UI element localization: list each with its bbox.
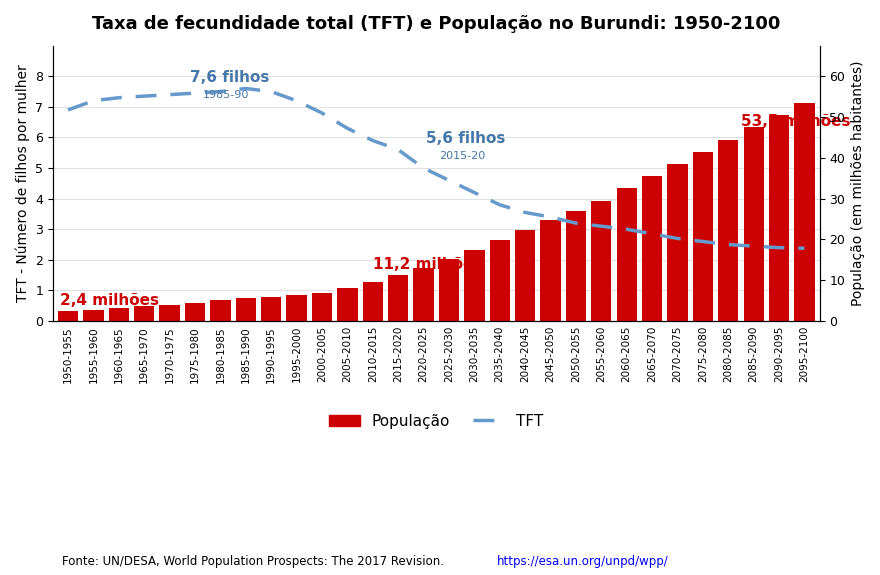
Bar (84, 310, 104, 321)
Text: https://esa.un.org/unpd/wpp/: https://esa.un.org/unpd/wpp/ (497, 555, 669, 568)
Bar (489, 240, 510, 321)
Bar (464, 250, 485, 321)
Text: 1985-90: 1985-90 (202, 90, 249, 100)
Bar (744, 127, 764, 321)
Bar (515, 230, 535, 321)
Title: Taxa de fecundidade total (TFT) e População no Burundi: 1950-2100: Taxa de fecundidade total (TFT) e Popula… (92, 15, 781, 33)
Text: 5,6 filhos: 5,6 filhos (426, 131, 505, 146)
Bar (718, 140, 738, 321)
Bar (134, 306, 154, 321)
Y-axis label: População (em milhões habitantes): População (em milhões habitantes) (851, 60, 865, 306)
Bar (286, 296, 307, 321)
Text: 2015-20: 2015-20 (439, 151, 485, 161)
Bar (185, 302, 205, 321)
Bar (667, 164, 687, 321)
Bar (58, 311, 78, 321)
Bar (769, 115, 789, 321)
Bar (591, 201, 612, 321)
Legend: População, TFT: População, TFT (323, 408, 549, 435)
Text: 11,2 milhões: 11,2 milhões (373, 258, 482, 273)
Text: 2,4 milhões: 2,4 milhões (61, 293, 159, 308)
Text: 53,5 milhões: 53,5 milhões (741, 114, 850, 129)
Bar (210, 300, 231, 321)
Text: 7,6 filhos: 7,6 filhos (190, 70, 269, 85)
Bar (261, 297, 282, 321)
Bar (617, 189, 637, 321)
Bar (159, 305, 180, 321)
Bar (388, 275, 408, 321)
Bar (566, 211, 586, 321)
Bar (540, 220, 561, 321)
Bar (642, 176, 663, 321)
Bar (108, 308, 129, 321)
Bar (693, 152, 713, 321)
Y-axis label: TFT - Número de filhos por mulher: TFT - Número de filhos por mulher (15, 64, 30, 302)
Bar (795, 103, 815, 321)
Bar (363, 282, 383, 321)
Bar (439, 259, 459, 321)
Bar (312, 293, 332, 321)
Bar (414, 268, 434, 321)
Text: Fonte: UN/DESA, World Population Prospects: The 2017 Revision.: Fonte: UN/DESA, World Population Prospec… (62, 555, 447, 568)
Bar (337, 289, 357, 321)
Bar (236, 298, 256, 321)
